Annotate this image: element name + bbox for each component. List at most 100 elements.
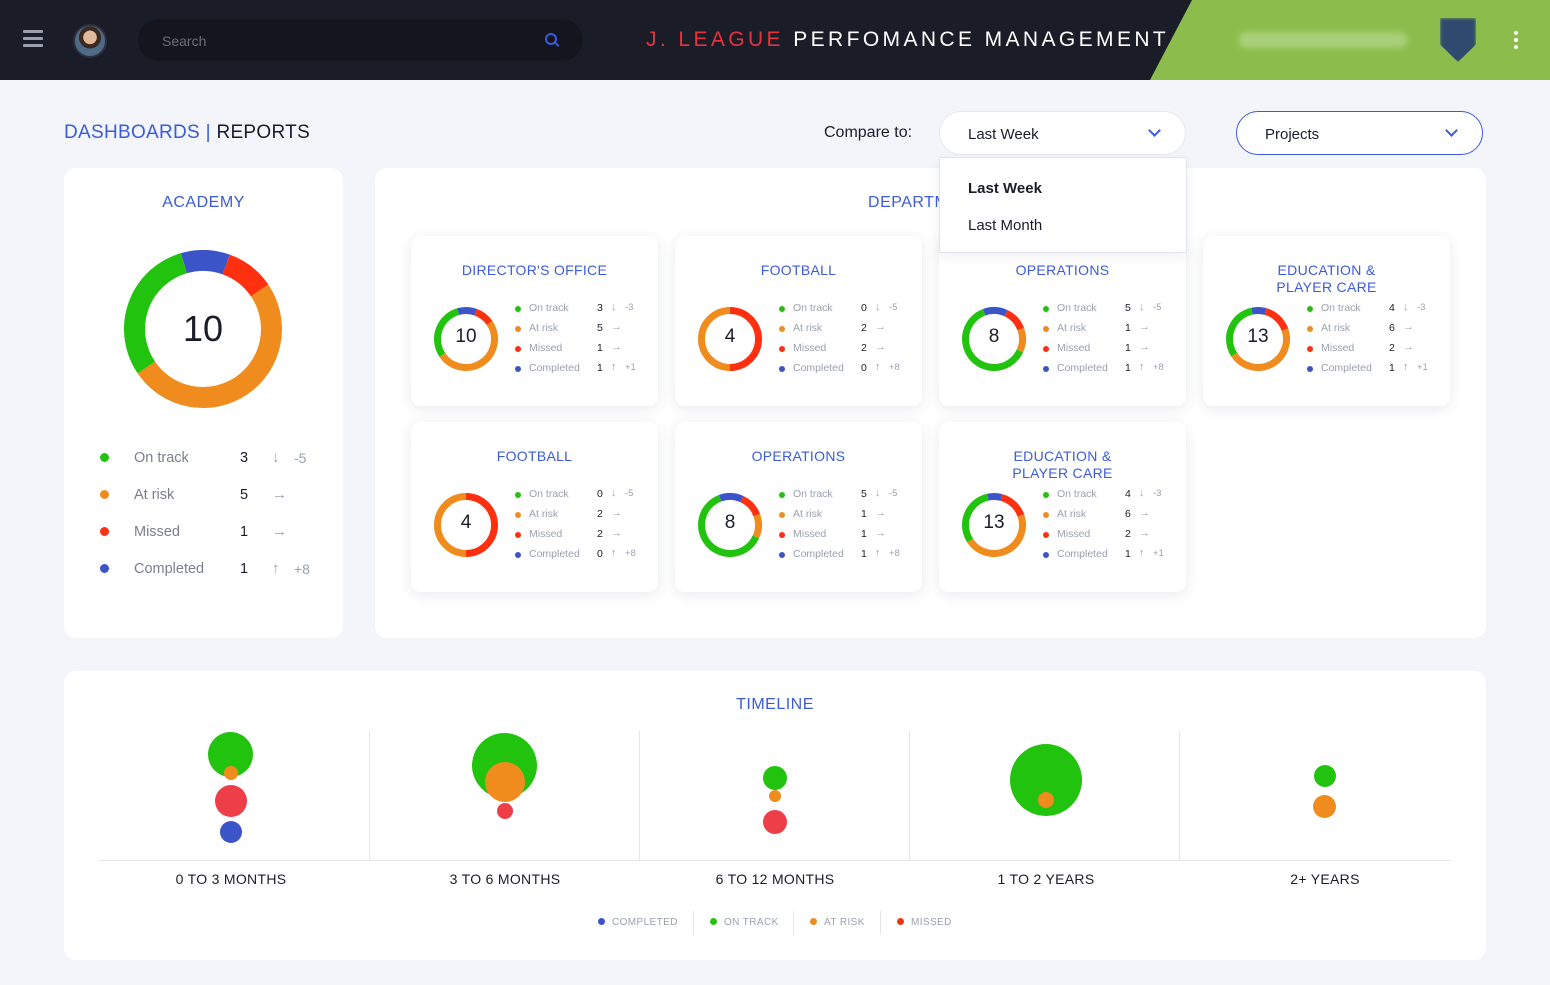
department-row-missed: Missed 1 → — [779, 527, 919, 542]
row-value: 1 — [240, 524, 249, 540]
row-label: Completed — [529, 362, 580, 374]
bubble-on-track[interactable] — [1314, 765, 1336, 787]
arrow-right-icon: → — [1403, 341, 1414, 353]
chevron-down-icon — [1445, 124, 1458, 137]
missed-dot — [897, 918, 904, 925]
app-title: J. LEAGUE PERFOMANCE MANAGEMENT — [646, 28, 1169, 52]
completed-dot — [598, 918, 605, 925]
bubble-missed[interactable] — [497, 803, 513, 819]
on-track-dot — [779, 492, 785, 498]
at-risk-dot — [810, 918, 817, 925]
timeline-divider — [1179, 731, 1180, 861]
department-total: 8 — [724, 512, 736, 533]
row-value: 1 — [1389, 362, 1395, 374]
bubble-at-risk[interactable] — [485, 762, 525, 802]
department-card[interactable]: OPERATIONS 8 On track 5 ↓ -5 At risk 1 → Missed 1 →… — [675, 422, 922, 592]
at-risk-dot — [100, 490, 109, 499]
row-label: Missed — [793, 528, 827, 540]
bubble-at-risk[interactable] — [769, 790, 781, 802]
department-card[interactable]: EDUCATION & PLAYER CARE 13 On track 4 ↓ -3 At … — [1203, 236, 1450, 406]
arrow-right-icon: → — [875, 527, 886, 539]
projects-select[interactable]: Projects — [1236, 111, 1483, 155]
bubble-missed[interactable] — [215, 785, 247, 817]
row-label: On track — [529, 488, 569, 500]
row-label: Missed — [1057, 342, 1091, 354]
donut-segment-at-risk — [434, 493, 467, 557]
bubble-completed[interactable] — [220, 821, 242, 843]
row-value: 2 — [597, 508, 603, 520]
row-label: On track — [793, 488, 833, 500]
search-icon[interactable] — [545, 33, 557, 45]
more-options-icon[interactable] — [1514, 31, 1519, 52]
at-risk-dot — [1043, 326, 1049, 332]
row-label: On track — [793, 302, 833, 314]
department-total: 4 — [460, 512, 472, 533]
timeline-bucket-label: 2+ YEARS — [1290, 871, 1360, 887]
department-row-on-track: On track 5 ↓ -5 — [1043, 301, 1183, 316]
avatar[interactable] — [73, 24, 107, 58]
row-value: 6 — [1125, 508, 1131, 520]
bubble-at-risk[interactable] — [1313, 795, 1336, 818]
department-row-completed: Completed 0 ↑ +8 — [515, 547, 655, 562]
completed-dot — [515, 552, 521, 558]
donut-segment-missed — [222, 254, 269, 297]
department-row-completed: Completed 1 ↑ +1 — [1307, 361, 1447, 376]
bubble-missed[interactable] — [763, 810, 787, 834]
compare-option-last-week[interactable]: Last Week — [968, 180, 1042, 197]
academy-title: ACADEMY — [162, 194, 245, 211]
chevron-down-icon — [1148, 124, 1161, 137]
legend-label: MISSED — [911, 917, 952, 928]
compare-select[interactable]: Last Week — [939, 111, 1186, 155]
department-card[interactable]: DIRECTOR'S OFFICE 10 On track 3 ↓ -3 At risk 5 →… — [411, 236, 658, 406]
legend-missed: MISSED — [897, 917, 952, 931]
row-value: 2 — [1125, 528, 1131, 540]
row-value: 1 — [597, 342, 603, 354]
bubble-at-risk[interactable] — [224, 766, 238, 780]
timeline-title: TIMELINE — [736, 696, 814, 713]
compare-option-last-month[interactable]: Last Month — [968, 217, 1043, 234]
row-label: Completed — [793, 548, 844, 560]
top-bar: Search J. LEAGUE PERFOMANCE MANAGEMENT — [0, 0, 1550, 80]
department-card[interactable]: OPERATIONS 8 On track 5 ↓ -5 At risk 1 → Missed 1 →… — [939, 236, 1186, 406]
row-value: 0 — [861, 362, 867, 374]
timeline-divider — [909, 731, 910, 861]
row-delta: +1 — [1153, 548, 1164, 559]
completed-dot — [779, 552, 785, 558]
row-delta: -3 — [1417, 302, 1426, 313]
arrow-up-icon: ↑ — [1139, 361, 1145, 373]
arrow-right-icon: → — [272, 523, 287, 540]
arrow-right-icon: → — [1139, 527, 1150, 539]
donut-segment-completed — [1251, 307, 1267, 315]
department-title: OPERATIONS — [751, 448, 846, 464]
row-value: 2 — [1389, 342, 1395, 354]
menu-icon[interactable] — [23, 30, 43, 48]
arrow-right-icon: → — [611, 341, 622, 353]
row-label: On track — [1321, 302, 1361, 314]
search-input[interactable]: Search — [138, 19, 583, 61]
donut-segment-missed — [465, 493, 498, 557]
bubble-on-track[interactable] — [763, 766, 787, 790]
timeline-bucket-label: 1 TO 2 YEARS — [997, 871, 1095, 887]
department-card[interactable]: FOOTBALL 4 On track 0 ↓ -5 At risk 2 → Missed 2 → Co… — [675, 236, 922, 406]
timeline-bucket-label: 0 TO 3 MONTHS — [175, 871, 287, 887]
row-value: 0 — [597, 488, 603, 500]
donut-segment-on-track — [698, 494, 760, 557]
row-value: 1 — [240, 561, 249, 577]
donut-segment-missed — [740, 495, 761, 517]
row-delta: +8 — [1153, 362, 1164, 373]
breadcrumb-dashboards[interactable]: DASHBOARDS | — [64, 122, 211, 143]
arrow-up-icon: ↑ — [272, 560, 280, 577]
department-card[interactable]: EDUCATION & PLAYER CARE 13 On track 4 ↓ -3 At … — [939, 422, 1186, 592]
projects-selected: Projects — [1265, 126, 1320, 143]
department-total: 10 — [455, 326, 477, 347]
row-value: 0 — [861, 302, 867, 314]
timeline-divider — [639, 731, 640, 861]
timeline-panel: TIMELINE 0 TO 3 MONTHS 3 TO 6 MONTHS 6 T… — [64, 671, 1486, 960]
academy-row-on-track: On track 3 ↓ -5 — [100, 448, 330, 468]
timeline-bucket-label: 6 TO 12 MONTHS — [715, 871, 835, 887]
donut-segment-on-track — [434, 308, 460, 357]
completed-dot — [515, 366, 521, 372]
arrow-right-icon: → — [272, 486, 287, 503]
bubble-at-risk[interactable] — [1038, 792, 1054, 808]
department-card[interactable]: FOOTBALL 4 On track 0 ↓ -5 At risk 2 → Missed 2 → Co… — [411, 422, 658, 592]
